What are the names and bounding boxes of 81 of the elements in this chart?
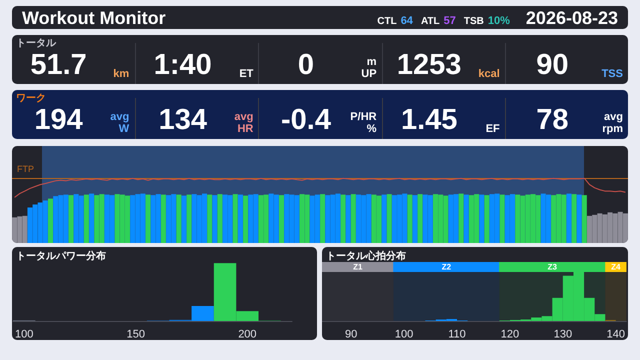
- bar: [458, 194, 464, 243]
- chart-title: トータルパワー分布: [16, 250, 106, 263]
- bar: [146, 194, 151, 243]
- text: ET: [239, 68, 254, 80]
- bar: [181, 196, 186, 243]
- text: 1.45: [400, 104, 458, 137]
- chart-title: トータル心拍分布: [326, 249, 406, 263]
- text: 2026-08-23: [526, 8, 618, 29]
- bar: [340, 194, 346, 243]
- text: 0: [296, 49, 316, 82]
- band-label: Z2: [442, 262, 452, 272]
- text: ワーク: [16, 92, 46, 105]
- bar: [346, 195, 351, 243]
- text: 10%: [488, 15, 510, 27]
- bar: [479, 194, 484, 243]
- text: avg W: [110, 111, 130, 135]
- text: 134: [158, 104, 208, 137]
- bar: [320, 194, 326, 243]
- bar: [84, 194, 89, 243]
- text: CTL: [377, 16, 397, 27]
- text: Workout Monitor: [22, 8, 166, 29]
- text: avg rpm: [602, 111, 623, 135]
- text: 1:40: [152, 49, 213, 82]
- x-tick-label: 100: [14, 328, 34, 340]
- text: 194: [33, 104, 84, 137]
- bar: [484, 195, 490, 243]
- text: kcal: [478, 68, 500, 80]
- text: TSB: [464, 16, 484, 27]
- bar: [176, 194, 182, 243]
- text: m UP: [361, 56, 377, 80]
- bar: [572, 194, 577, 243]
- x-tick-label: 100: [394, 328, 414, 340]
- bar: [566, 194, 572, 243]
- x-tick-label: 120: [500, 328, 520, 340]
- text: km: [113, 68, 130, 80]
- text: -0.4: [280, 104, 331, 136]
- text: 64: [400, 15, 413, 27]
- band-label: Z1: [353, 262, 363, 272]
- bar: [186, 194, 192, 243]
- bar: [386, 194, 392, 243]
- ref-line-label: FTP: [17, 164, 34, 174]
- text: P/HR %: [350, 111, 377, 135]
- bar: [238, 194, 243, 243]
- x-tick-label: 200: [238, 328, 257, 340]
- x-tick-label: 150: [126, 328, 145, 340]
- bar: [217, 194, 222, 243]
- band-label: Z3: [548, 262, 558, 272]
- x-tick-label: 130: [554, 328, 572, 340]
- text: 90: [535, 49, 570, 82]
- text: 57: [444, 15, 456, 27]
- text: TSS: [602, 68, 623, 80]
- x-tick-label: 90: [344, 328, 358, 340]
- text: 51.7: [29, 49, 88, 82]
- bar: [68, 195, 74, 243]
- bar: [412, 195, 418, 243]
- x-tick-label: 110: [448, 328, 466, 340]
- bar: [48, 198, 53, 243]
- bar: [207, 194, 212, 243]
- text: トータル: [16, 37, 56, 50]
- band-label: Z4: [611, 262, 622, 272]
- bar: [418, 194, 423, 243]
- bar: [212, 195, 218, 243]
- text: 78: [535, 104, 570, 137]
- bar: [279, 195, 284, 243]
- bar: [500, 194, 505, 243]
- text: avg HR: [234, 111, 254, 135]
- bar: [243, 196, 248, 243]
- bar: [576, 194, 582, 243]
- bar: [89, 194, 94, 243]
- bar: [407, 194, 412, 243]
- text: EF: [486, 123, 500, 135]
- text: 1253: [396, 49, 462, 82]
- bar: [582, 195, 587, 243]
- bar: [350, 194, 356, 243]
- bar: [160, 194, 166, 243]
- x-tick-label: 140: [606, 328, 626, 340]
- bar: [232, 194, 238, 243]
- bar: [192, 306, 214, 321]
- bar: [464, 194, 469, 243]
- text: ATL: [420, 16, 440, 27]
- bar: [382, 194, 387, 243]
